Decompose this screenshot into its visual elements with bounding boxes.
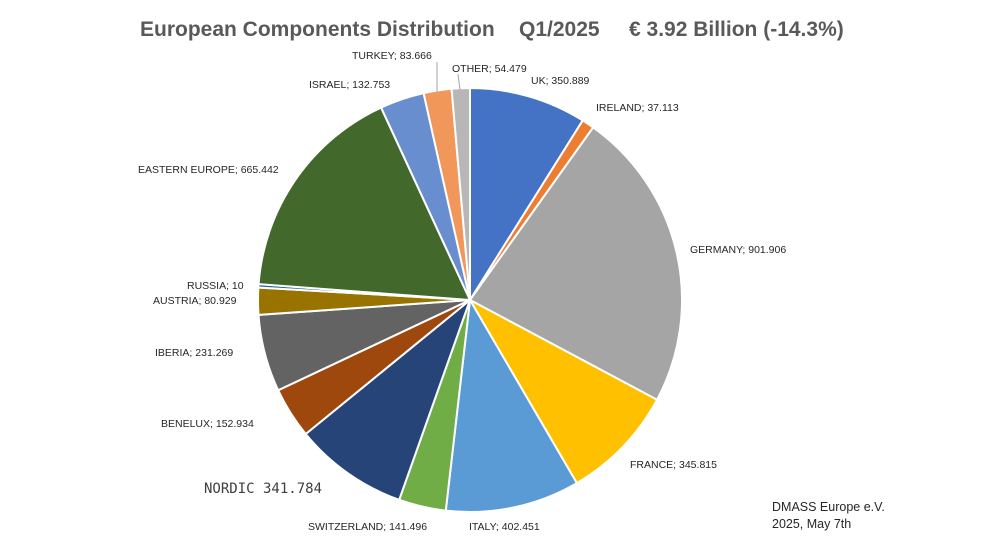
- slice-label-france: FRANCE; 345.815: [630, 459, 717, 471]
- pie-slices: [257, 86, 683, 513]
- pie-slice-other: [450, 86, 471, 301]
- pie-slice-uk: [469, 86, 585, 304]
- source-line-1: DMASS Europe e.V.: [772, 500, 885, 514]
- slice-label-germany: GERMANY; 901.906: [690, 244, 786, 256]
- leader-line-other: [457, 73, 461, 91]
- source-line-2: 2025, May 7th: [772, 517, 852, 531]
- pie-slice-eastern-europe: [257, 106, 472, 302]
- slice-label-israel: ISRAEL; 132.753: [309, 79, 390, 91]
- slice-label-nordic: NORDIC 341.784: [204, 481, 322, 497]
- slice-label-turkey: TURKEY; 83.666: [352, 50, 432, 62]
- pie-labels: UK; 350.889 IRELAND; 37.113 GERMANY; 901.9…: [138, 50, 786, 533]
- chart-title: European Components Distribution: [140, 18, 495, 41]
- source-note: DMASS Europe e.V. 2025, May 7th: [772, 499, 885, 533]
- slice-label-iberia: IBERIA; 231.269: [155, 347, 233, 359]
- chart-period: Q1/2025: [519, 18, 600, 41]
- pie-slice-italy: [444, 296, 579, 513]
- chart-total: € 3.92 Billion (-14.3%): [629, 18, 844, 41]
- slice-label-eastern-europe: EASTERN EUROPE; 665.442: [138, 164, 279, 176]
- pie-slice-germany: [468, 126, 683, 402]
- slice-label-ireland: IRELAND; 37.113: [596, 102, 679, 114]
- slice-label-other: OTHER; 54.479: [452, 63, 527, 75]
- pie-slice-france: [467, 297, 659, 485]
- slice-label-austria: AUSTRIA; 80.929: [153, 295, 237, 307]
- slice-label-benelux: BENELUX; 152.934: [161, 418, 254, 430]
- pie-slice-nordic: [304, 296, 473, 502]
- slice-label-uk: UK; 350.889: [531, 75, 590, 87]
- slice-label-italy: ITALY; 402.451: [469, 521, 540, 533]
- slice-label-russia: RUSSIA; 10: [187, 280, 244, 292]
- slice-label-switzerland: SWITZERLAND; 141.496: [308, 521, 427, 533]
